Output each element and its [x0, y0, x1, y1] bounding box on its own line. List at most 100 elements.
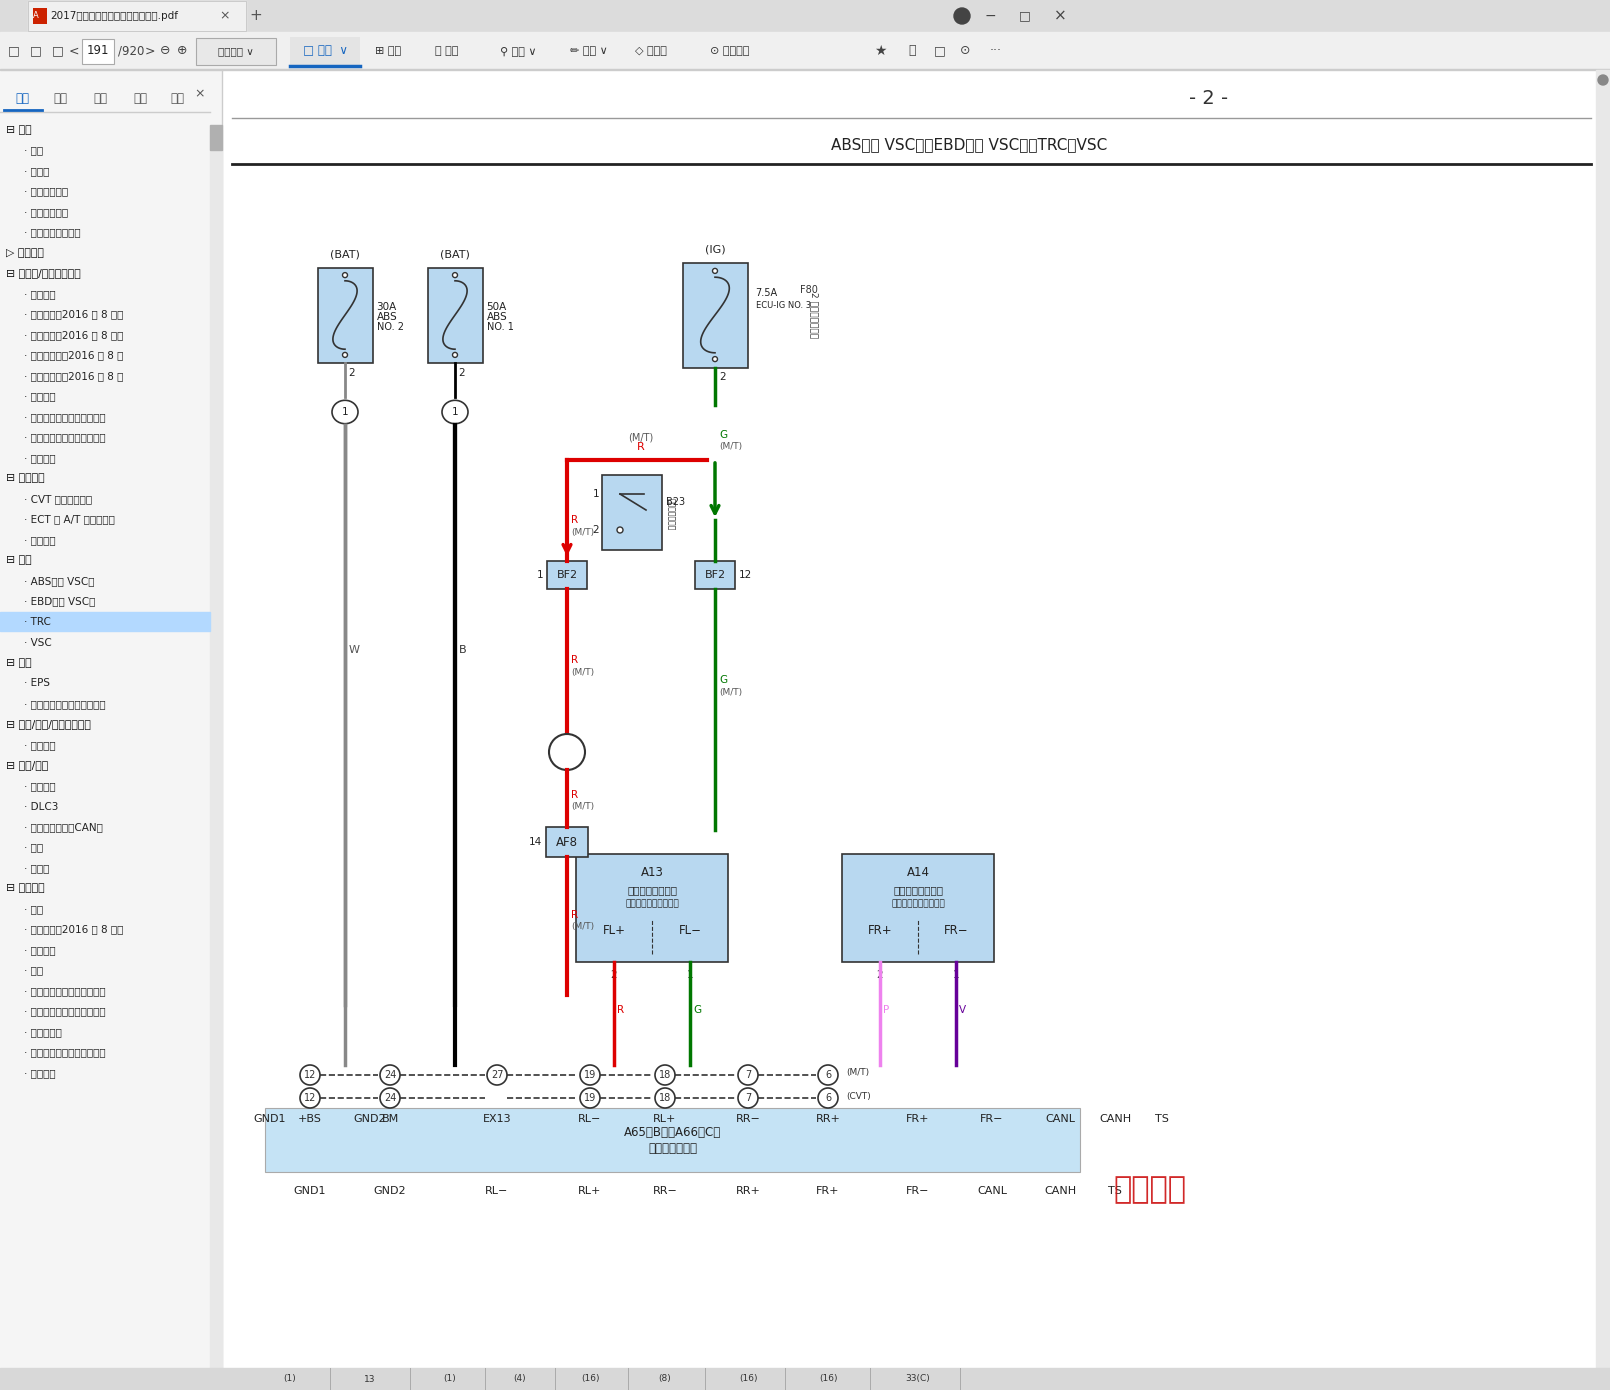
Text: · 电源插座: · 电源插座	[24, 1068, 56, 1079]
Text: (IG): (IG)	[705, 245, 726, 254]
Text: FR−: FR−	[943, 923, 968, 937]
Text: <: <	[69, 44, 79, 57]
Text: · 起动（带智能上车和起动系: · 起动（带智能上车和起动系	[24, 411, 106, 423]
Text: · 电源: · 电源	[24, 842, 43, 852]
Text: ▷ 系统电路: ▷ 系统电路	[6, 247, 43, 259]
Text: FR+: FR+	[816, 1186, 840, 1195]
Bar	[0, 70, 222, 1390]
Bar	[209, 131, 222, 1390]
Text: R: R	[572, 910, 578, 920]
Text: · 换档锁止: · 换档锁止	[24, 535, 56, 545]
Text: 2: 2	[592, 525, 599, 535]
Text: −: −	[984, 8, 997, 24]
Text: 6: 6	[824, 1070, 831, 1080]
Circle shape	[452, 272, 457, 278]
Circle shape	[486, 1065, 507, 1086]
Text: B23: B23	[667, 498, 686, 507]
Text: GND1: GND1	[293, 1186, 327, 1195]
Bar	[317, 267, 372, 363]
Text: 收藏: 收藏	[171, 92, 184, 104]
Circle shape	[617, 527, 623, 532]
Text: ⊟ 转向: ⊟ 转向	[6, 657, 32, 669]
Text: 1: 1	[953, 970, 960, 980]
Bar	[0, 32, 1610, 70]
Circle shape	[737, 1065, 758, 1086]
Text: EX13: EX13	[483, 1113, 512, 1125]
Text: 目录: 目录	[14, 92, 29, 104]
Circle shape	[299, 1088, 320, 1108]
Text: · 端子和连接器维修: · 端子和连接器维修	[24, 228, 80, 238]
Text: R: R	[572, 516, 578, 525]
Text: B: B	[459, 645, 467, 655]
Text: (M/T): (M/T)	[628, 432, 654, 442]
Text: 50A: 50A	[486, 302, 507, 311]
Bar	[428, 267, 483, 363]
Text: RR+: RR+	[816, 1113, 840, 1125]
Text: ★: ★	[874, 44, 886, 58]
Text: 27: 27	[491, 1070, 504, 1080]
Text: ⊟ 音频/视频/车载通信系统: ⊟ 音频/视频/车载通信系统	[6, 720, 90, 730]
Text: · 转向锁（带智能上车和起动: · 转向锁（带智能上车和起动	[24, 699, 106, 709]
Text: 左前轮转速传感器: 左前轮转速传感器	[626, 885, 676, 895]
Text: (M/T): (M/T)	[720, 442, 742, 452]
Text: FR+: FR+	[868, 923, 892, 937]
Text: · TRC: · TRC	[24, 617, 52, 627]
Text: · 点火系统: · 点火系统	[24, 392, 56, 402]
Text: 24: 24	[383, 1093, 396, 1104]
Text: 12: 12	[739, 570, 752, 580]
Text: 1: 1	[592, 489, 599, 499]
Text: >: >	[145, 44, 155, 57]
Text: 制动执行器总成: 制动执行器总成	[647, 1141, 697, 1155]
Text: G: G	[720, 430, 728, 441]
Text: ⊞ 视图: ⊞ 视图	[375, 46, 401, 56]
Text: RL+: RL+	[578, 1186, 602, 1195]
Text: □ 目录  ∨: □ 目录 ∨	[303, 44, 348, 57]
Bar	[696, 562, 736, 589]
Text: · 缩略语: · 缩略语	[24, 165, 50, 177]
Text: 12: 12	[304, 1093, 316, 1104]
Text: ⊙: ⊙	[960, 44, 971, 57]
Text: ⊟ 电源/网络: ⊟ 电源/网络	[6, 760, 48, 770]
Text: (M/T): (M/T)	[572, 667, 594, 677]
Text: 书签: 书签	[93, 92, 106, 104]
Ellipse shape	[332, 400, 357, 424]
Circle shape	[1599, 1375, 1608, 1384]
Text: 2: 2	[348, 367, 354, 378]
Text: （左前桥轮毂分总成）: （左前桥轮毂分总成）	[625, 899, 679, 909]
Text: · EBD（带 VSC）: · EBD（带 VSC）	[24, 596, 95, 606]
Text: · DLC3: · DLC3	[24, 802, 58, 812]
Text: FR−: FR−	[906, 1186, 929, 1195]
Text: · 概述: · 概述	[24, 146, 43, 156]
Text: · 鑰匙提醒器（不带智能上车: · 鑰匙提醒器（不带智能上车	[24, 1048, 106, 1058]
Text: 1: 1	[536, 570, 543, 580]
Bar	[546, 827, 588, 858]
Bar	[32, 8, 47, 24]
Bar	[290, 38, 361, 65]
Text: (M/T): (M/T)	[720, 688, 742, 696]
Text: 7: 7	[745, 1070, 752, 1080]
Text: 30A: 30A	[377, 302, 396, 311]
Text: 12: 12	[304, 1070, 316, 1080]
Text: RR−: RR−	[736, 1113, 760, 1125]
Text: · 搞铁点: · 搞铁点	[24, 863, 50, 873]
Text: ×: ×	[195, 88, 204, 100]
Text: AF8: AF8	[555, 835, 578, 848]
Circle shape	[580, 1088, 601, 1108]
Bar	[209, 125, 222, 150]
Circle shape	[655, 1088, 675, 1108]
Text: ✏ 画笔 ∨: ✏ 画笔 ∨	[570, 46, 607, 56]
Text: TS: TS	[1154, 1113, 1169, 1125]
Text: 18: 18	[658, 1093, 671, 1104]
Text: 自适应宽 ∨: 自适应宽 ∨	[217, 46, 254, 56]
Text: +BS: +BS	[298, 1113, 322, 1125]
Text: · 多路通信系统（CAN）: · 多路通信系统（CAN）	[24, 821, 103, 833]
Text: FL−: FL−	[678, 923, 702, 937]
Bar	[0, 1368, 1610, 1390]
Text: RL+: RL+	[654, 1113, 676, 1125]
Bar	[266, 1108, 1080, 1172]
Text: CANH: CANH	[1100, 1113, 1132, 1125]
Text: (M/T): (M/T)	[845, 1069, 869, 1077]
Text: GND1: GND1	[254, 1113, 287, 1125]
Text: (CVT): (CVT)	[845, 1091, 871, 1101]
Text: · ABS（带 VSC）: · ABS（带 VSC）	[24, 575, 95, 587]
